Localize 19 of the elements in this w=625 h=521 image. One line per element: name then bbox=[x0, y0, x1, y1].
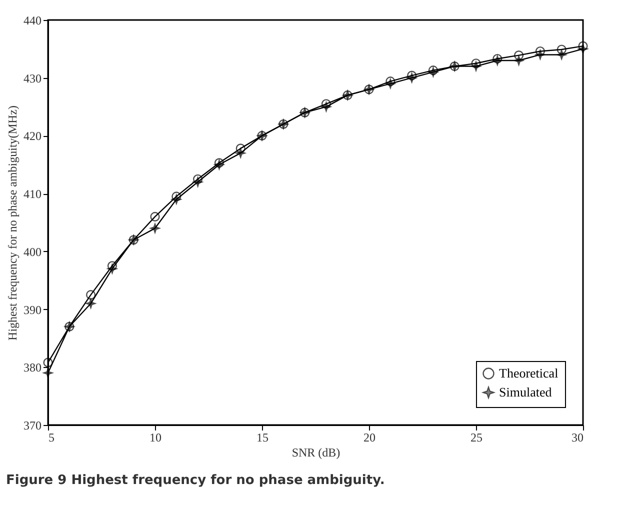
x-tick-label: 15 bbox=[256, 430, 268, 444]
legend-label: Theoretical bbox=[499, 366, 559, 380]
x-tick-label: 10 bbox=[150, 430, 162, 444]
y-tick-label: 440 bbox=[24, 14, 42, 28]
y-tick-label: 430 bbox=[24, 71, 42, 86]
x-axis-title: SNR (dB) bbox=[292, 446, 340, 460]
x-tick-label: 5 bbox=[48, 430, 54, 444]
y-tick-label: 420 bbox=[24, 129, 42, 144]
x-tick-label: 20 bbox=[364, 430, 376, 444]
y-tick-label: 400 bbox=[24, 244, 42, 259]
caption: Figure 9 Highest frequency for no phase ambiguity. bbox=[6, 473, 385, 488]
y-tick-label: 410 bbox=[24, 187, 42, 202]
legend-label: Simulated bbox=[499, 384, 552, 400]
y-tick-label: 380 bbox=[24, 360, 42, 375]
y-axis-title: Highest frequency for no phase ambiguity(MHz) bbox=[6, 106, 20, 340]
x-tick-label: 30 bbox=[572, 430, 584, 444]
y-tick-label: 370 bbox=[24, 418, 42, 432]
y-tick-label: 390 bbox=[24, 302, 42, 317]
x-tick-label: 25 bbox=[470, 430, 482, 444]
